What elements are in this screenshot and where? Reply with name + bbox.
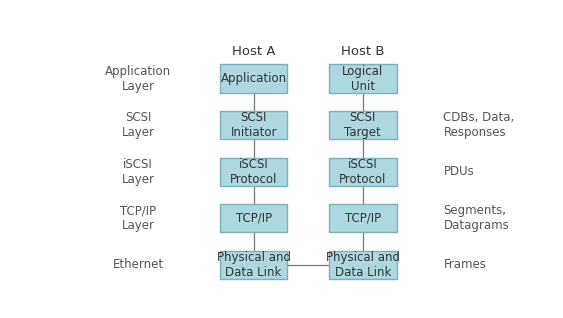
Text: CDBs, Data,
Responses: CDBs, Data, Responses xyxy=(444,111,515,139)
Text: Physical and
Data Link: Physical and Data Link xyxy=(217,251,291,279)
Text: Ethernet: Ethernet xyxy=(113,258,164,271)
FancyBboxPatch shape xyxy=(329,65,396,93)
FancyBboxPatch shape xyxy=(329,157,396,186)
Text: Host A: Host A xyxy=(232,45,275,58)
Text: TCP/IP
Layer: TCP/IP Layer xyxy=(120,204,156,232)
FancyBboxPatch shape xyxy=(329,251,396,279)
FancyBboxPatch shape xyxy=(220,65,288,93)
Text: iSCSI
Protocol: iSCSI Protocol xyxy=(339,158,386,186)
Text: iSCSI
Layer: iSCSI Layer xyxy=(122,158,154,186)
FancyBboxPatch shape xyxy=(329,111,396,139)
Text: iSCSI
Protocol: iSCSI Protocol xyxy=(230,158,278,186)
Text: SCSI
Layer: SCSI Layer xyxy=(122,111,154,139)
Text: Logical
Unit: Logical Unit xyxy=(342,65,383,93)
Text: SCSI
Target: SCSI Target xyxy=(345,111,381,139)
FancyBboxPatch shape xyxy=(220,157,288,186)
FancyBboxPatch shape xyxy=(220,111,288,139)
Text: TCP/IP: TCP/IP xyxy=(345,212,381,225)
Text: SCSI
Initiator: SCSI Initiator xyxy=(230,111,277,139)
Text: Application: Application xyxy=(221,72,287,85)
Text: Frames: Frames xyxy=(444,258,486,271)
Text: TCP/IP: TCP/IP xyxy=(235,212,272,225)
FancyBboxPatch shape xyxy=(220,251,288,279)
FancyBboxPatch shape xyxy=(220,204,288,232)
Text: Segments,
Datagrams: Segments, Datagrams xyxy=(444,204,509,232)
Text: Physical and
Data Link: Physical and Data Link xyxy=(326,251,400,279)
Text: Host B: Host B xyxy=(341,45,385,58)
FancyBboxPatch shape xyxy=(329,204,396,232)
Text: Application
Layer: Application Layer xyxy=(105,65,171,93)
Text: PDUs: PDUs xyxy=(444,165,474,178)
